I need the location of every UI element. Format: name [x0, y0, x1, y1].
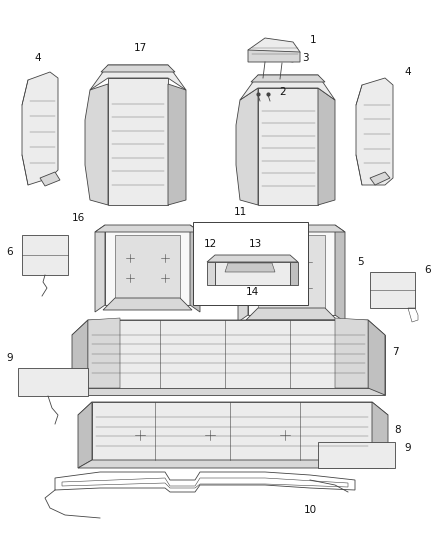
Polygon shape — [78, 402, 92, 468]
Polygon shape — [88, 318, 120, 388]
Polygon shape — [72, 335, 385, 395]
Polygon shape — [258, 88, 318, 205]
Polygon shape — [72, 320, 88, 395]
Polygon shape — [318, 442, 395, 468]
Polygon shape — [318, 88, 335, 205]
Text: 5: 5 — [357, 257, 363, 267]
Polygon shape — [193, 222, 308, 305]
Polygon shape — [103, 298, 192, 310]
Text: 10: 10 — [304, 505, 317, 515]
Polygon shape — [240, 75, 335, 100]
Polygon shape — [78, 460, 388, 468]
Polygon shape — [246, 308, 337, 320]
Polygon shape — [368, 320, 385, 395]
Polygon shape — [22, 235, 68, 275]
Polygon shape — [207, 262, 215, 285]
Polygon shape — [105, 225, 190, 305]
Text: 6: 6 — [425, 265, 431, 275]
Polygon shape — [236, 88, 258, 205]
Text: 7: 7 — [392, 347, 398, 357]
Text: 3: 3 — [302, 53, 308, 63]
Polygon shape — [207, 255, 298, 262]
Polygon shape — [95, 225, 105, 312]
Polygon shape — [108, 78, 168, 205]
Text: 1: 1 — [310, 35, 316, 45]
Text: 14: 14 — [245, 287, 258, 297]
Text: 4: 4 — [35, 53, 41, 63]
Polygon shape — [251, 75, 325, 82]
Polygon shape — [95, 225, 200, 232]
Polygon shape — [238, 225, 345, 232]
Polygon shape — [101, 65, 175, 72]
Polygon shape — [248, 38, 300, 62]
Text: 8: 8 — [395, 425, 401, 435]
Text: 9: 9 — [405, 443, 411, 453]
Polygon shape — [92, 402, 372, 460]
Polygon shape — [372, 402, 388, 468]
Polygon shape — [335, 318, 368, 388]
Polygon shape — [370, 272, 415, 308]
Text: 4: 4 — [405, 67, 411, 77]
Polygon shape — [248, 50, 300, 62]
Text: 2: 2 — [280, 87, 286, 97]
Polygon shape — [335, 225, 345, 322]
Polygon shape — [90, 65, 186, 90]
Polygon shape — [215, 262, 290, 285]
Text: 17: 17 — [134, 43, 147, 53]
Polygon shape — [22, 72, 58, 185]
Polygon shape — [168, 84, 186, 205]
Polygon shape — [238, 225, 248, 322]
Polygon shape — [290, 262, 298, 285]
Polygon shape — [258, 235, 325, 308]
Polygon shape — [115, 235, 180, 298]
Polygon shape — [248, 225, 335, 315]
Polygon shape — [85, 84, 108, 205]
Text: 13: 13 — [248, 239, 261, 249]
Text: 6: 6 — [7, 247, 13, 257]
Text: 9: 9 — [7, 353, 13, 363]
Polygon shape — [18, 368, 88, 396]
Polygon shape — [72, 320, 385, 335]
Polygon shape — [225, 263, 275, 272]
Polygon shape — [88, 320, 368, 388]
Polygon shape — [356, 78, 393, 185]
Text: 16: 16 — [71, 213, 85, 223]
Polygon shape — [78, 402, 388, 415]
Polygon shape — [190, 225, 200, 312]
Polygon shape — [370, 172, 390, 185]
Polygon shape — [40, 172, 60, 186]
Text: 11: 11 — [233, 207, 247, 217]
Text: 12: 12 — [203, 239, 217, 249]
